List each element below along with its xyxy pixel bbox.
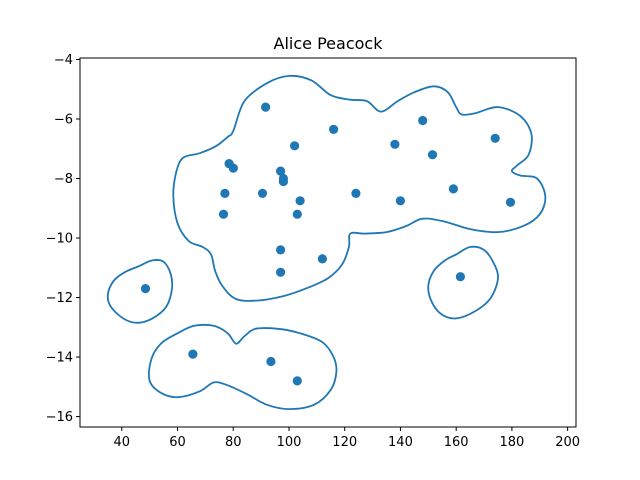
data-point-24 (276, 267, 286, 277)
contour-left-region (106, 259, 174, 324)
x-tick-label-160: 160 (444, 435, 469, 450)
y-tick-label--8: −8 (54, 172, 73, 187)
y-tick-label--14: −14 (46, 351, 73, 366)
data-point-16 (351, 188, 361, 198)
x-tick-label-80: 80 (225, 435, 242, 450)
y-tick-label--12: −12 (46, 291, 73, 306)
data-point-3 (329, 124, 339, 134)
data-point-17 (295, 196, 305, 206)
chart-title: Alice Peacock (274, 34, 384, 53)
data-point-9 (228, 163, 238, 173)
data-point-7 (427, 150, 438, 160)
data-point-21 (292, 209, 302, 219)
x-tick-label-140: 140 (388, 435, 413, 450)
data-point-2 (418, 115, 428, 126)
data-point-26 (140, 284, 151, 294)
axis-layer: 40 60 80 100 120 140 160 180 200 −16 −14 −12 −10 −8 −6… (46, 53, 580, 450)
y-tick-label--16: −16 (46, 410, 73, 425)
data-point-28 (266, 356, 276, 367)
x-tick-label-180: 180 (499, 435, 524, 450)
data-point-27 (188, 349, 198, 359)
data-point-18 (395, 196, 405, 206)
y-tick-label--10: −10 (46, 232, 73, 247)
contour-main-region (172, 74, 547, 302)
data-point-20 (218, 209, 229, 219)
data-point-23 (317, 254, 327, 264)
data-point-22 (276, 245, 286, 255)
x-tick-label-100: 100 (277, 435, 302, 450)
data-point-5 (390, 139, 400, 149)
y-tick-label--6: −6 (54, 113, 73, 128)
data-point-29 (292, 376, 302, 386)
data-point-25 (455, 272, 465, 282)
data-point-14 (220, 188, 230, 198)
data-point-15 (257, 188, 268, 198)
data-point-12 (278, 176, 288, 187)
x-tick-label-60: 60 (169, 435, 186, 450)
data-point-4 (490, 133, 500, 143)
x-tick-label-120: 120 (332, 435, 357, 450)
contour-layer (106, 74, 547, 411)
plot-frame (79, 57, 577, 428)
data-point-1 (261, 102, 271, 112)
data-point-19 (505, 197, 516, 207)
x-tick-label-200: 200 (555, 435, 580, 450)
data-point-13 (448, 184, 458, 194)
point-layer (140, 102, 516, 386)
data-point-10 (276, 166, 286, 176)
data-point-6 (290, 141, 300, 151)
x-tick-label-40: 40 (114, 435, 131, 450)
contour-bottom-region (147, 324, 338, 411)
contour-right-region (427, 245, 499, 320)
y-tick-label--4: −4 (54, 53, 73, 68)
